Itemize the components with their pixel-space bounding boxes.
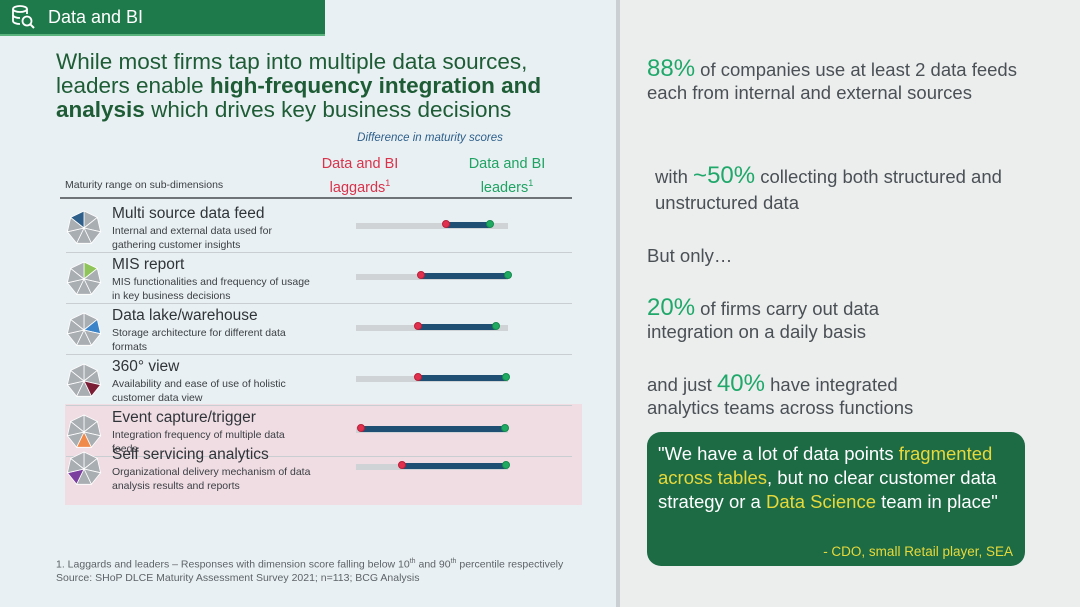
row-title: 360° view xyxy=(112,358,180,375)
row-description: Storage architecture for different data … xyxy=(112,327,286,353)
row-description: Organizational delivery mechanism of dat… xyxy=(112,466,311,492)
footnote-text-a: 1. Laggards and leaders – Responses with… xyxy=(56,558,410,571)
quote-highlight-2: Data Science xyxy=(765,491,877,512)
headline-text-1: While most firms tap into multiple data … xyxy=(56,49,528,98)
laggard-score-dot xyxy=(397,461,406,469)
maturity-gap-bar xyxy=(401,463,507,469)
stat-50: with ~50% collecting both structured and… xyxy=(655,163,1005,216)
headline: While most firms tap into multiple data … xyxy=(56,50,576,122)
leaders-footnote-mark: 1 xyxy=(528,178,534,188)
laggard-score-dot xyxy=(414,322,423,330)
laggards-label: Data and BI laggards xyxy=(321,156,399,196)
heptagon-icon-lower-left-segment xyxy=(66,414,102,450)
row-separator xyxy=(66,456,572,457)
stat-88: 88% of companies use at least 2 data fee… xyxy=(647,57,1017,104)
heptagon-icon-right-segment xyxy=(66,312,102,348)
section-title: Data and BI xyxy=(48,6,144,27)
row-separator xyxy=(66,252,572,253)
footnote-sup-1: th xyxy=(409,558,416,565)
leader-score-dot xyxy=(491,322,500,330)
table-row: Event capture/trigger Integration freque… xyxy=(60,406,572,457)
database-search-icon xyxy=(8,2,38,32)
leader-score-dot xyxy=(485,220,494,228)
heptagon-icon-top-segment xyxy=(66,210,102,246)
stat-20-value: 20% xyxy=(647,294,696,321)
row-separator xyxy=(66,303,572,304)
row-title: Self servicing analytics xyxy=(112,446,269,463)
stat-20-text: of firms carry out data integration on a… xyxy=(647,298,880,342)
heptagon-icon-lower-right-segment xyxy=(66,363,102,399)
maturity-gap-bar xyxy=(418,324,496,330)
laggards-footnote-mark: 1 xyxy=(385,178,391,188)
stat-50-pre: with xyxy=(655,166,694,187)
maturity-gap-bar xyxy=(418,375,507,381)
leaders-label: Data and BI leaders xyxy=(468,156,546,196)
stat-40: and just 40% have integrated analytics t… xyxy=(647,372,967,419)
quote-text: "We have a lot of data points fragmented… xyxy=(658,442,1013,514)
row-separator xyxy=(66,354,572,355)
maturity-range-track xyxy=(356,223,508,229)
highlight-band xyxy=(65,404,582,505)
footnote: 1. Laggards and leaders – Responses with… xyxy=(56,555,616,585)
row-description: MIS functionalities and frequency of usa… xyxy=(112,276,310,302)
leaders-column-header: Data and BI leaders1 xyxy=(447,155,567,198)
table-row: Data lake/warehouse Storage architecture… xyxy=(60,304,572,355)
quote-part-1: "We have a lot of data points xyxy=(658,443,899,464)
stat-88-text: of companies use at least 2 data feeds e… xyxy=(647,59,1017,103)
stat-40-value: 40% xyxy=(716,370,765,397)
quote-box: "We have a lot of data points fragmented… xyxy=(647,432,1025,566)
stat-40-text: have integrated analytics teams across f… xyxy=(647,374,914,418)
quote-attribution: - CDO, small Retail player, SEA xyxy=(823,544,1013,559)
leader-score-dot xyxy=(504,271,512,279)
stat-20: 20% of firms carry out data integration … xyxy=(647,296,927,343)
quote-highlight-1: fragmented across tables xyxy=(658,443,993,488)
row-description: Internal and external data used for gath… xyxy=(112,225,272,251)
table-row: Self servicing analytics Organizational … xyxy=(60,443,572,494)
maturity-range-label: Maturity range on sub-dimensions xyxy=(65,179,224,191)
stat-88-value: 88% xyxy=(647,55,696,82)
footnote-sup-2: th xyxy=(450,558,457,565)
but-only-text: But only… xyxy=(647,245,733,266)
footnote-text-c: percentile respectively xyxy=(456,558,564,571)
headline-bold-text: high-frequency integration and analysis xyxy=(56,73,542,122)
maturity-gap-bar xyxy=(421,273,508,279)
row-description: Integration frequency of multiple data f… xyxy=(112,429,285,455)
quote-part-2: , but no clear customer data strategy or… xyxy=(658,467,997,512)
difference-label: Difference in maturity scores xyxy=(357,132,503,144)
header-rule xyxy=(60,197,572,199)
laggard-score-dot xyxy=(356,424,365,432)
row-title: Data lake/warehouse xyxy=(112,307,258,324)
leader-score-dot xyxy=(502,373,511,381)
laggard-score-dot xyxy=(414,373,423,381)
row-description: Availability and ease of use of holistic… xyxy=(112,378,286,404)
heptagon-icon-left-segment xyxy=(66,451,102,487)
footnote-source: Source: SHoP DLCE Maturity Assessment Su… xyxy=(56,571,420,584)
maturity-gap-bar xyxy=(360,426,505,432)
row-title: MIS report xyxy=(112,256,185,273)
table-row: Multi source data feed Internal and exte… xyxy=(60,202,572,253)
heptagon-icon-upper-right-segment xyxy=(66,261,102,297)
quote-part-3: team in place" xyxy=(876,491,998,512)
table-row: MIS report MIS functionalities and frequ… xyxy=(60,253,572,304)
leader-score-dot xyxy=(502,461,511,469)
footnote-line-1: 1. Laggards and leaders – Responses with… xyxy=(56,555,616,572)
panel-divider xyxy=(616,0,620,607)
stat-40-pre: and just xyxy=(647,374,717,395)
laggard-score-dot xyxy=(441,220,450,228)
leader-score-dot xyxy=(500,424,509,432)
laggards-column-header: Data and BI laggards1 xyxy=(300,155,420,198)
row-separator xyxy=(66,405,572,406)
stat-50-text: collecting both structured and unstructu… xyxy=(655,166,1002,213)
section-tab: Data and BI xyxy=(0,0,325,36)
maturity-gap-bar xyxy=(445,222,490,228)
table-row: 360° view Availability and ease of use o… xyxy=(60,355,572,406)
footnote-text-b: and 90 xyxy=(415,558,451,571)
row-title: Event capture/trigger xyxy=(112,409,256,426)
row-title: Multi source data feed xyxy=(112,205,265,222)
laggard-score-dot xyxy=(417,271,426,279)
headline-text-2: which drives key business decisions xyxy=(144,97,512,122)
stat-50-value: ~50% xyxy=(693,162,756,189)
